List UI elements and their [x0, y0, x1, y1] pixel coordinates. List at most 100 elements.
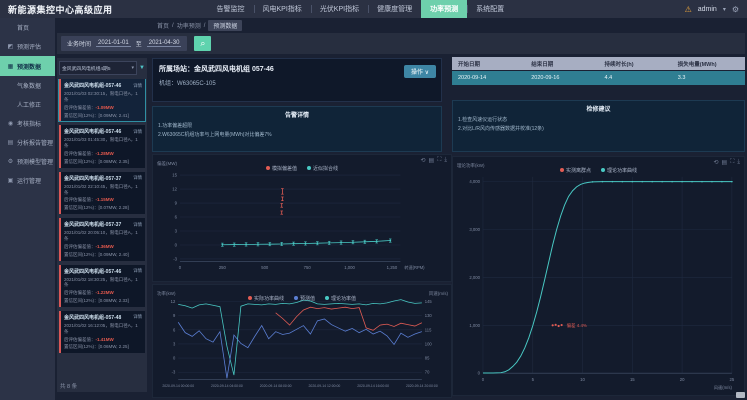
- alarm-card-range: 置信区间(12%)：[0.08MW, 2.33]: [64, 298, 129, 304]
- detail-link[interactable]: 详情: [133, 128, 142, 134]
- sidebar-item-operation-mgmt[interactable]: ▣ 运行管理: [0, 171, 55, 190]
- svg-text:-3: -3: [172, 370, 176, 375]
- legend-dot-icon: [265, 166, 270, 170]
- sidebar-item-label: 预测评估: [17, 45, 42, 51]
- restore-icon[interactable]: ⟲: [713, 160, 719, 166]
- zoom-icon[interactable]: ⛶: [437, 157, 442, 163]
- col-end-date: 结束日期: [531, 61, 554, 68]
- chevron-down-icon: ▾: [131, 65, 135, 71]
- curve-chart-legend: 实测离群点 理论功率曲线: [453, 159, 744, 177]
- svg-text:0: 0: [179, 265, 182, 270]
- alarm-panel-title: 告警详情: [284, 113, 309, 119]
- svg-text:2020-09-14 12:00:00: 2020-09-14 12:00:00: [309, 384, 341, 388]
- sidebar-item-model-mgmt[interactable]: ⚙ 预测模型管理: [0, 152, 55, 171]
- alert-icon[interactable]: ⚠: [684, 4, 692, 14]
- deviation-value: -1.15MW: [95, 197, 114, 203]
- end-date-value[interactable]: 2021-04-30: [146, 40, 182, 47]
- trend-chart-canvas[interactable]: 12 145 9 130 6 115 3 100 0 85 -3 70 2020-09-14 00:00…: [153, 285, 451, 397]
- cell-end-date: 2020-09-16: [531, 75, 560, 81]
- report-icon: ▤: [7, 140, 14, 146]
- alarm-card-time: 2021/01/02 16:12:05，限电口径A，1条: [64, 322, 138, 334]
- restore-icon[interactable]: ⟲: [420, 158, 426, 164]
- gear-icon[interactable]: ⚙: [731, 4, 739, 14]
- table-row[interactable]: 2020-09-14 2020-09-16 4.4 3.3: [452, 71, 745, 85]
- svg-text:9: 9: [173, 313, 176, 318]
- nav-tab-wind-kpi[interactable]: 风电KPI指标: [253, 0, 311, 18]
- deviation-value: -1.36MW: [95, 243, 114, 249]
- alarm-card-range: 置信区间(12%)：[0.08MW, 2.35]: [64, 158, 129, 164]
- legend-item[interactable]: 预测值: [293, 295, 315, 302]
- breadcrumb-separator: /: [172, 22, 174, 29]
- user-name[interactable]: admin: [697, 5, 717, 13]
- curve-chart-ylabel: 理论功率(kW): [457, 163, 485, 168]
- detail-link[interactable]: 详情: [133, 314, 142, 320]
- alarm-card[interactable]: 金风武四风电机组-057-37 详情 2021/01/02 20:05:10，限电…: [59, 218, 145, 261]
- alarm-description-panel: 告警详情 1.功率偏差超限 2.W63065C机组功率与上网电量(MWh)对比偏…: [152, 106, 442, 152]
- svg-text:250: 250: [219, 265, 227, 270]
- curve-chart-canvas[interactable]: 4,000 3,000 2,000 1,000 00 5 10 15 20 25 风速(m/s) 偏差…: [453, 157, 744, 395]
- alarm-card[interactable]: 金风武四风电机组-057-46 详情 2021/01/03 01:45:30，限电…: [59, 125, 145, 168]
- legend-item[interactable]: 理论功率值: [325, 295, 356, 302]
- breadcrumb-home[interactable]: 首页: [157, 24, 170, 30]
- date-range-picker[interactable]: 业务时间 2021-01-01 至 2021-04-30: [61, 36, 188, 51]
- nav-tab-power-forecast[interactable]: 功率预测: [421, 0, 468, 18]
- nav-tab-system-config[interactable]: 系统配置: [467, 0, 513, 18]
- sidebar-item-report-mgmt[interactable]: ▤ 分析报告管理: [0, 133, 55, 152]
- data-view-icon[interactable]: ▤: [428, 158, 435, 164]
- detail-link[interactable]: 详情: [133, 268, 142, 273]
- detail-link[interactable]: 详情: [133, 82, 142, 88]
- svg-text:0: 0: [478, 371, 481, 376]
- deviation-chart-ylabel: 偏差(MW): [157, 161, 177, 166]
- svg-text:4,000: 4,000: [469, 179, 480, 184]
- breadcrumb-current[interactable]: 预测数据: [208, 20, 243, 31]
- sidebar-item-label: 预测数据: [17, 64, 42, 71]
- action-button[interactable]: 操作 ∨: [403, 65, 436, 78]
- save-image-icon[interactable]: ⤓: [444, 157, 447, 163]
- alarm-card[interactable]: 金风武四风电机组-057-46 详情 2021/01/03 02:30:15，限电…: [58, 79, 146, 123]
- svg-text:12: 12: [171, 299, 176, 304]
- sidebar-item-weather-data[interactable]: 气象数据: [0, 76, 55, 95]
- legend-item[interactable]: 实际功率曲线: [247, 295, 284, 302]
- col-start-date: 开始日期: [458, 61, 481, 68]
- save-image-icon[interactable]: ⤓: [737, 159, 740, 165]
- legend-item[interactable]: 理论功率曲线: [601, 167, 637, 174]
- alarm-list-panel: 金风武四风电机组4期5 ▾ ▼ 金风武四风电机组-057-46 详情 2021/0…: [57, 58, 147, 392]
- sidebar-item-home[interactable]: 首页: [0, 18, 55, 37]
- svg-text:偏差 4.4%: 偏差 4.4%: [567, 322, 587, 329]
- nav-tab-health[interactable]: 健康度管理: [368, 0, 421, 18]
- sidebar: 首页 ◩ 预测评估 ▦ 预测数据 气象数据 人工修正 ◉ 考核指标 ▤ 分析报告…: [0, 18, 55, 400]
- detail-header-panel: 所属场站：金风武四风电机组 057-46 机组：W63065C-105 操作 ∨: [152, 58, 442, 102]
- alarm-card-title: 金风武四风电机组-057-48: [64, 314, 122, 321]
- alarm-card[interactable]: 金风武四风电机组-057-46 详情 2021/01/02 18:30:25，限电…: [59, 264, 145, 307]
- legend-item[interactable]: 近似拟合线: [307, 165, 338, 172]
- legend-dot-icon: [307, 166, 311, 170]
- sidebar-item-manual-correction[interactable]: 人工修正: [0, 95, 55, 114]
- sidebar-item-label: 人工修正: [17, 103, 42, 109]
- detail-link[interactable]: 详情: [133, 175, 142, 181]
- zoom-icon[interactable]: ⛶: [730, 159, 735, 165]
- start-date-value[interactable]: 2021-01-01: [96, 40, 131, 47]
- alarm-card[interactable]: 金风武四风电机组-057-48 详情 2021/01/02 16:12:05，限电…: [59, 310, 145, 354]
- data-view-icon[interactable]: ▤: [721, 160, 728, 166]
- legend-item[interactable]: 模拟偏差值: [265, 165, 297, 172]
- svg-text:15: 15: [630, 377, 635, 382]
- maintenance-advice-panel: 检修建议 1.检查风速仪运行状态 2.对比L/R风向传感器数据并校准(12条): [452, 100, 745, 152]
- sidebar-item-forecast-eval[interactable]: ◩ 预测评估: [0, 37, 55, 56]
- station-select[interactable]: 金风武四风电机组4期5 ▾: [59, 61, 138, 75]
- svg-text:15: 15: [172, 173, 177, 178]
- legend-item[interactable]: 实测离群点: [559, 167, 591, 174]
- detail-link[interactable]: 详情: [133, 221, 142, 227]
- breadcrumb-module[interactable]: 功率预测: [176, 24, 201, 30]
- chevron-down-icon[interactable]: ▾: [722, 6, 726, 13]
- alarm-card-range: 置信区间(12%)：[0.07MW, 2.28]: [64, 205, 129, 211]
- search-button[interactable]: ⌕: [194, 36, 212, 51]
- nav-tab-alarm-monitor[interactable]: 告警监控: [216, 6, 245, 13]
- sidebar-item-assessment[interactable]: ◉ 考核指标: [0, 114, 55, 133]
- nav-tab-pv-kpi[interactable]: 光伏KPI指标: [310, 0, 368, 18]
- filter-funnel-icon[interactable]: ▼: [139, 65, 145, 71]
- alarm-card[interactable]: 金风武四风电机组-057-37 详情 2021/01/02 22:10:45，限电…: [59, 171, 145, 215]
- svg-text:0: 0: [173, 356, 176, 361]
- sidebar-item-forecast-data[interactable]: ▦ 预测数据: [0, 56, 55, 76]
- trend-chart-ylabel-right: 风速(m/s): [428, 291, 448, 296]
